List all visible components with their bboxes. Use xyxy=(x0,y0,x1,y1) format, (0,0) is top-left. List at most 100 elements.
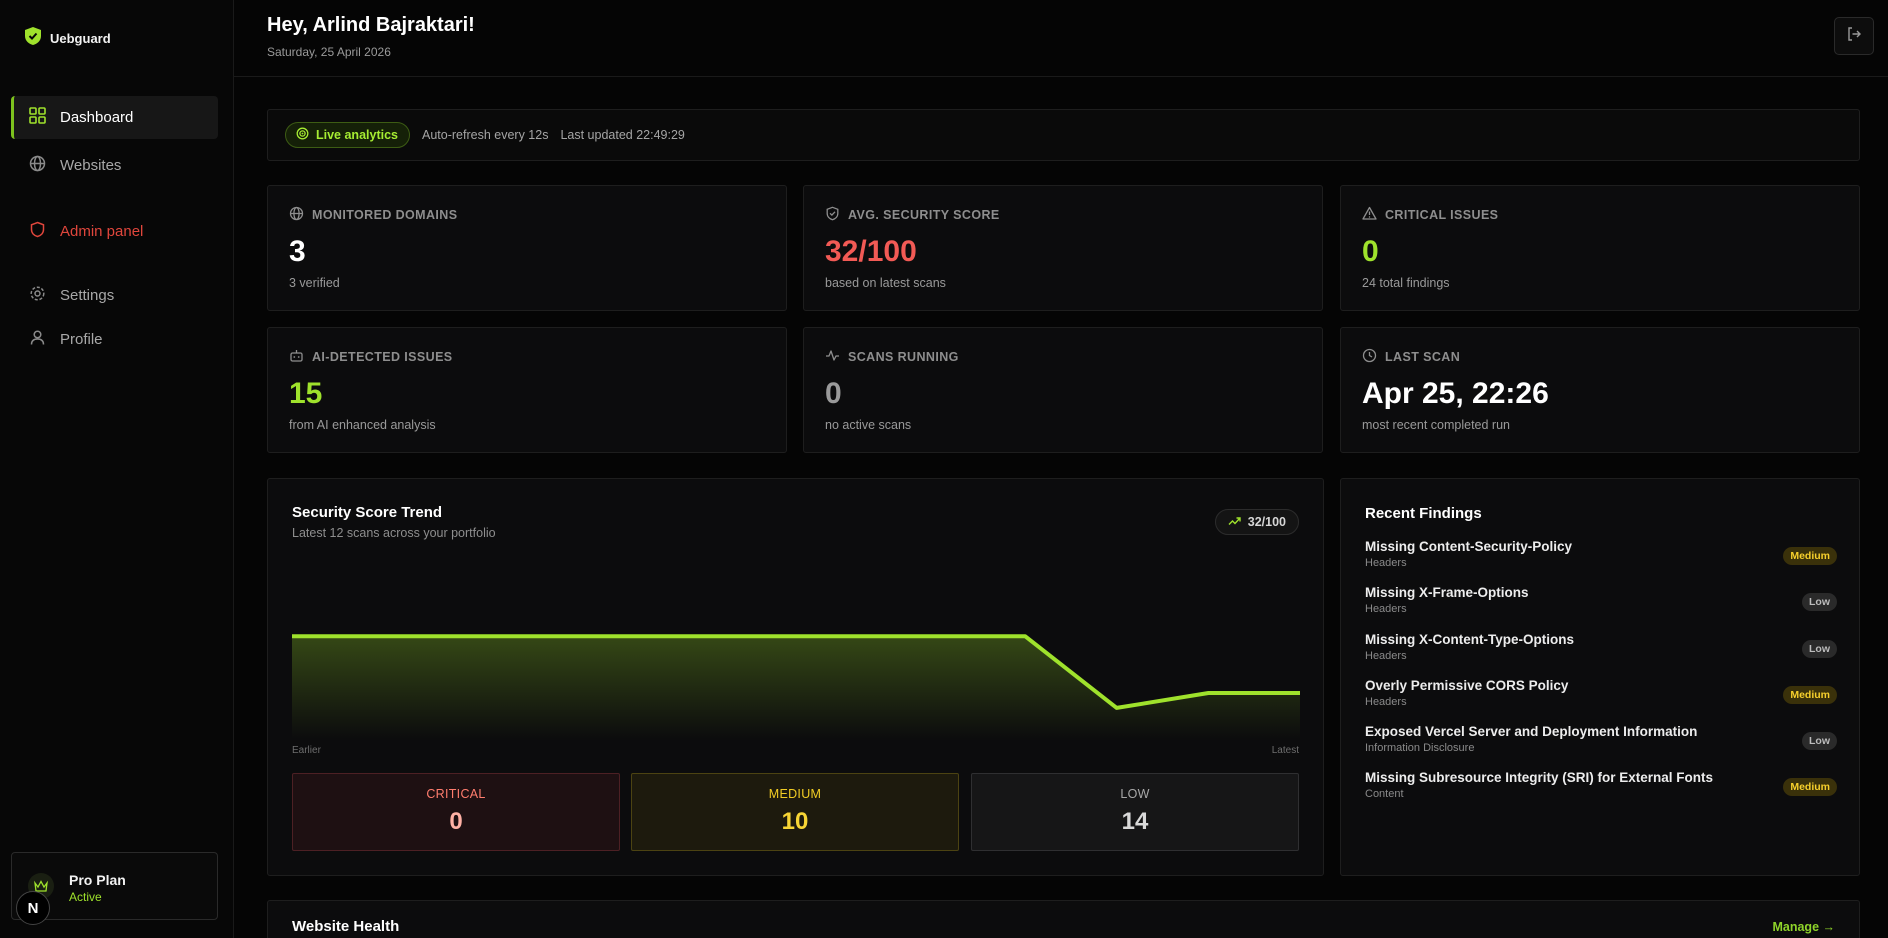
x-axis-label-earlier: Earlier xyxy=(292,745,321,756)
auto-refresh-text: Auto-refresh every 12s xyxy=(422,128,549,142)
sidebar-item-websites[interactable]: Websites xyxy=(11,144,218,187)
logout-button[interactable] xyxy=(1834,17,1874,55)
sidebar-item-settings[interactable]: Settings xyxy=(11,274,218,317)
live-analytics-pill: Live analytics xyxy=(285,122,410,148)
activity-icon xyxy=(825,348,840,366)
clock-icon xyxy=(1362,348,1377,366)
trend-line xyxy=(292,634,1300,710)
trend-subtitle: Latest 12 scans across your portfolio xyxy=(292,526,496,540)
stat-label-row: LAST SCAN xyxy=(1362,348,1460,366)
severity-label: LOW xyxy=(1120,787,1150,801)
stat-label-row: MONITORED DOMAINS xyxy=(289,206,457,224)
severity-critical-box: CRITICAL 0 xyxy=(292,773,620,851)
stat-label-row: AI-DETECTED ISSUES xyxy=(289,348,453,366)
finding-name: Missing X-Content-Type-Options xyxy=(1365,632,1574,647)
stat-label-row: SCANS RUNNING xyxy=(825,348,959,366)
finding-item[interactable]: Exposed Vercel Server and Deployment Inf… xyxy=(1365,724,1837,764)
finding-item[interactable]: Missing Subresource Integrity (SRI) for … xyxy=(1365,770,1837,810)
globe-icon xyxy=(29,155,46,176)
sidebar-item-label: Admin panel xyxy=(60,223,144,240)
stat-label-row: AVG. SECURITY SCORE xyxy=(825,206,1000,224)
severity-count: 10 xyxy=(781,808,809,835)
finding-category: Information Disclosure xyxy=(1365,742,1475,754)
finding-category: Headers xyxy=(1365,696,1407,708)
page-title: Hey, Arlind Bajraktari! xyxy=(267,14,475,36)
stat-value: 32/100 xyxy=(825,235,917,268)
sidebar-item-label: Websites xyxy=(60,157,122,174)
severity-badge: Low xyxy=(1802,640,1837,658)
severity-low-box: LOW 14 xyxy=(971,773,1299,851)
stat-card-last-scan: LAST SCAN Apr 25, 22:26 most recent comp… xyxy=(1340,327,1860,453)
severity-badge: Medium xyxy=(1783,686,1837,704)
stat-subtext: based on latest scans xyxy=(825,276,946,290)
recent-findings-card: Recent Findings Missing Content-Security… xyxy=(1340,478,1860,876)
finding-item[interactable]: Missing Content-Security-Policy Headers … xyxy=(1365,539,1837,579)
finding-item[interactable]: Missing X-Frame-Options Headers Low xyxy=(1365,585,1837,625)
finding-category: Content xyxy=(1365,788,1404,800)
shield-check-icon xyxy=(825,206,840,224)
sidebar-item-admin-panel[interactable]: Admin panel xyxy=(11,210,218,253)
stat-value: Apr 25, 22:26 xyxy=(1362,377,1549,410)
finding-item[interactable]: Missing X-Content-Type-Options Headers L… xyxy=(1365,632,1837,672)
severity-label: CRITICAL xyxy=(426,787,486,801)
live-analytics-label: Live analytics xyxy=(316,128,398,142)
header: Hey, Arlind Bajraktari! Saturday, 25 Apr… xyxy=(234,0,1888,77)
last-updated-text: Last updated 22:49:29 xyxy=(560,128,685,142)
website-health-card: Website Health Manage → xyxy=(267,900,1860,938)
sidebar: Uebguard Dashboard Websites Admin panel … xyxy=(0,0,234,938)
finding-item[interactable]: Overly Permissive CORS Policy Headers Me… xyxy=(1365,678,1837,718)
sidebar-item-dashboard[interactable]: Dashboard xyxy=(11,96,218,139)
gear-icon xyxy=(29,285,46,306)
stat-label: MONITORED DOMAINS xyxy=(312,208,458,222)
sidebar-item-label: Dashboard xyxy=(60,109,134,126)
stat-value: 3 xyxy=(289,235,306,268)
finding-category: Headers xyxy=(1365,603,1407,615)
stat-card-avg-security-score: AVG. SECURITY SCORE 32/100 based on late… xyxy=(803,185,1323,311)
stat-label: AVG. SECURITY SCORE xyxy=(848,208,1000,222)
plan-name: Pro Plan xyxy=(69,872,126,888)
current-date: Saturday, 25 April 2026 xyxy=(267,45,391,59)
finding-name: Missing Content-Security-Policy xyxy=(1365,539,1573,554)
robot-icon xyxy=(289,348,304,366)
shield-icon xyxy=(29,221,46,242)
finding-name: Missing X-Frame-Options xyxy=(1365,585,1529,600)
live-analytics-bar: Live analytics Auto-refresh every 12s La… xyxy=(267,109,1860,161)
stat-subtext: no active scans xyxy=(825,418,912,432)
next-dev-badge[interactable]: N xyxy=(16,891,50,925)
severity-medium-box: MEDIUM 10 xyxy=(631,773,959,851)
finding-category: Headers xyxy=(1365,557,1407,569)
dashboard-grid-icon xyxy=(29,107,46,128)
trend-area xyxy=(292,636,1300,739)
stat-card-scans-running: SCANS RUNNING 0 no active scans xyxy=(803,327,1323,453)
plan-status: Active xyxy=(69,890,102,904)
stat-subtext: 24 total findings xyxy=(1362,276,1450,290)
trend-chart xyxy=(292,634,1300,739)
stat-card-critical-issues: CRITICAL ISSUES 0 24 total findings xyxy=(1340,185,1860,311)
x-axis-label-latest: Latest xyxy=(1271,745,1299,756)
user-icon xyxy=(29,329,46,350)
stat-value: 15 xyxy=(289,377,323,410)
finding-name: Exposed Vercel Server and Deployment Inf… xyxy=(1365,724,1698,739)
stat-label: AI-DETECTED ISSUES xyxy=(312,350,453,364)
stat-card-ai-detected-issues: AI-DETECTED ISSUES 15 from AI enhanced a… xyxy=(267,327,787,453)
trend-score-pill: 32/100 xyxy=(1214,509,1299,535)
warning-triangle-icon xyxy=(1362,206,1377,224)
manage-link[interactable]: Manage → xyxy=(1772,920,1835,934)
stat-subtext: 3 verified xyxy=(289,276,340,290)
severity-count: 14 xyxy=(1121,808,1149,835)
website-health-title: Website Health xyxy=(292,918,400,935)
severity-count: 0 xyxy=(449,808,463,835)
sidebar-item-profile[interactable]: Profile xyxy=(11,318,218,361)
stat-label: LAST SCAN xyxy=(1385,350,1461,364)
stat-label: SCANS RUNNING xyxy=(848,350,959,364)
trending-up-icon xyxy=(1228,515,1241,529)
stat-label: CRITICAL ISSUES xyxy=(1385,208,1499,222)
brand-shield-icon xyxy=(24,26,42,51)
stat-value: 0 xyxy=(1362,235,1379,268)
brand[interactable]: Uebguard xyxy=(24,26,111,51)
severity-badge: Low xyxy=(1802,732,1837,750)
stat-card-monitored-domains: MONITORED DOMAINS 3 3 verified xyxy=(267,185,787,311)
finding-name: Overly Permissive CORS Policy xyxy=(1365,678,1569,693)
globe-icon xyxy=(289,206,304,224)
stat-subtext: from AI enhanced analysis xyxy=(289,418,436,432)
